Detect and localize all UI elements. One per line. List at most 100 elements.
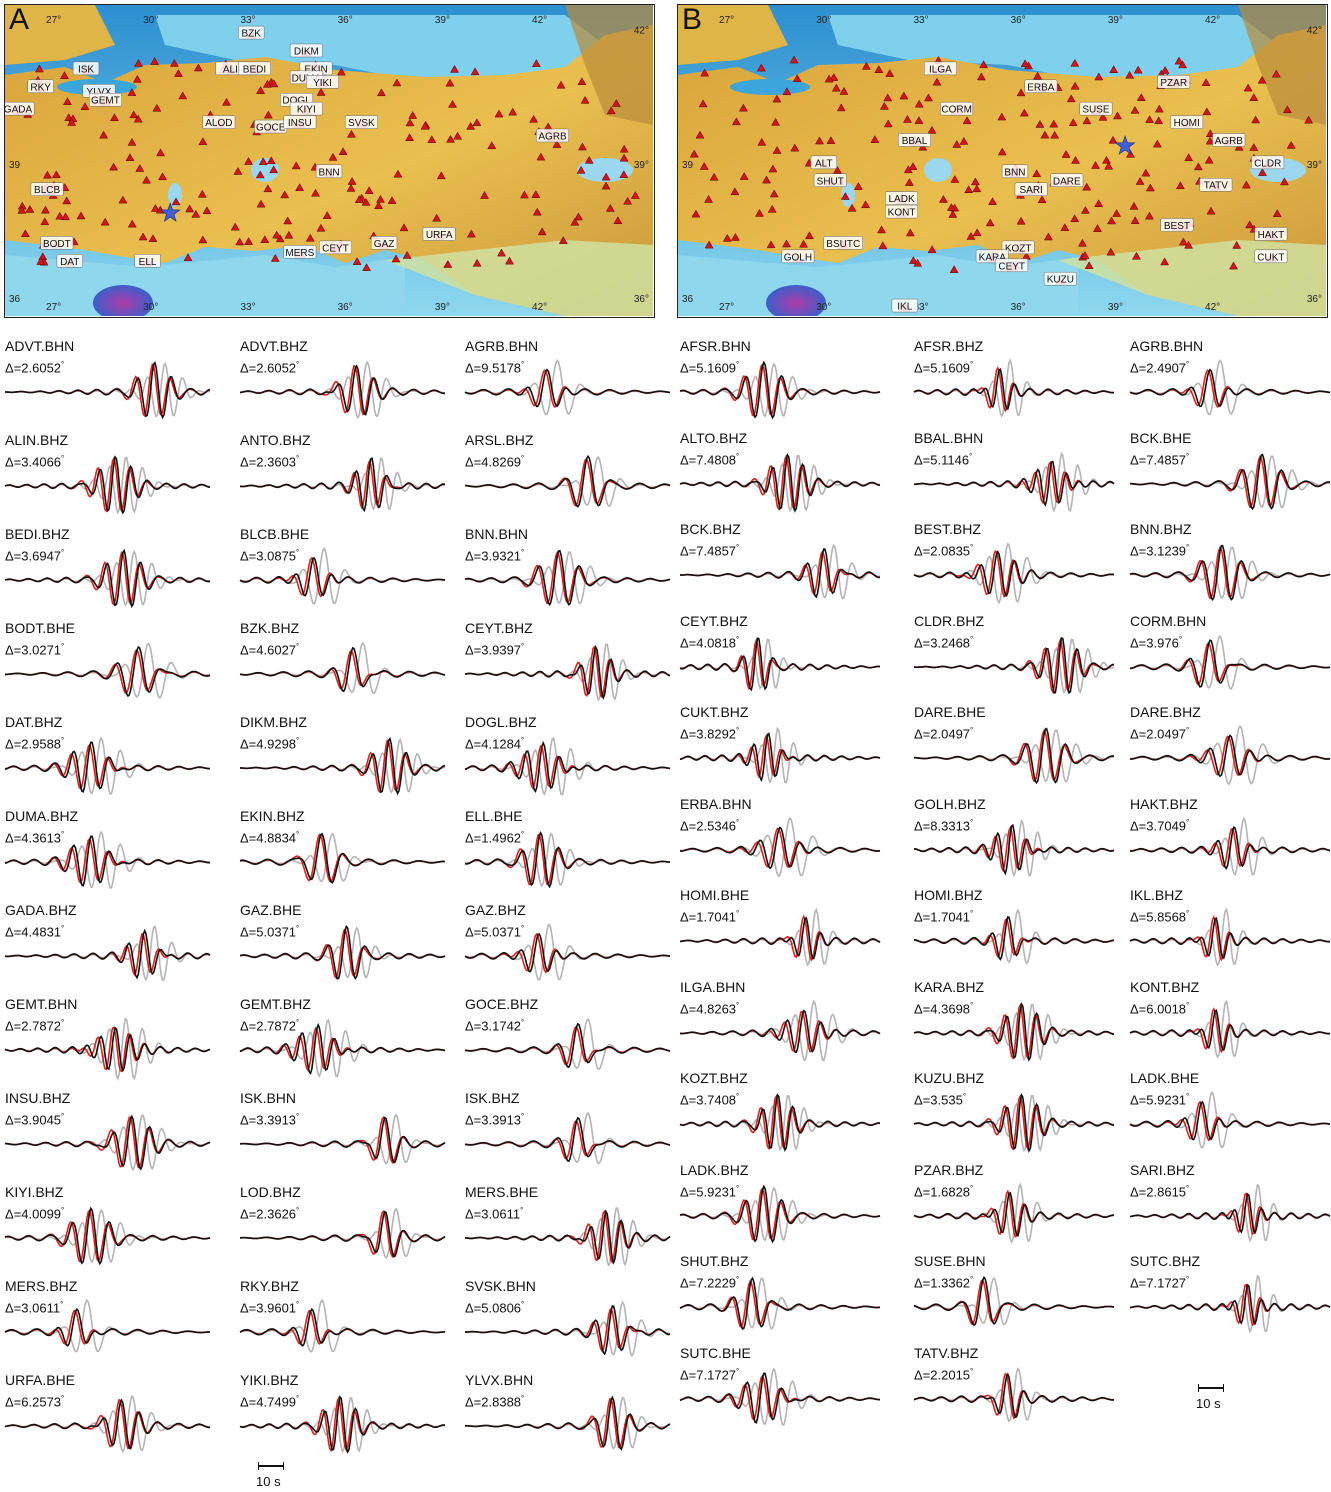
waveform-plot bbox=[464, 1017, 671, 1071]
station-label: BEST bbox=[1164, 221, 1190, 232]
station-marker bbox=[1206, 206, 1216, 215]
station-label: EKIN bbox=[304, 64, 327, 75]
station-marker bbox=[874, 65, 884, 73]
waveform-plot bbox=[1129, 816, 1331, 876]
station-label: ALII bbox=[223, 64, 241, 75]
waveform-trace: ELL.BHE Δ=1.4962° bbox=[464, 808, 671, 898]
synthetic-gray-waveform bbox=[1129, 634, 1331, 690]
station-marker bbox=[570, 217, 580, 226]
station-label: HOMI bbox=[1174, 118, 1200, 129]
station-channel-label: HOMI.BHZ bbox=[914, 887, 983, 903]
station-channel-label: CLDR.BHZ bbox=[914, 612, 985, 629]
waveform-trace: ARSL.BHZ Δ=4.8269° bbox=[464, 432, 671, 522]
waveform-trace: EKIN.BHZ Δ=4.8834° bbox=[239, 808, 445, 898]
epicentral-distance-value: Δ=1.7041 bbox=[680, 909, 737, 925]
synthetic-red-waveform bbox=[1129, 1283, 1331, 1327]
station-marker bbox=[782, 239, 791, 248]
station-label: DAT bbox=[60, 257, 79, 268]
station-marker bbox=[1050, 130, 1060, 139]
waveform-plot bbox=[913, 542, 1115, 605]
station-marker bbox=[698, 99, 708, 108]
observed-waveform bbox=[1129, 452, 1331, 510]
station-channel-label: DUMA.BHZ bbox=[5, 808, 79, 824]
station-marker bbox=[1040, 130, 1050, 139]
waveform-plot bbox=[679, 1093, 881, 1152]
station-marker bbox=[100, 217, 110, 226]
station-marker bbox=[448, 99, 457, 108]
station-marker bbox=[738, 103, 748, 112]
station-channel-label: BNN.BHN bbox=[465, 526, 529, 542]
station-label: SUSE bbox=[1082, 105, 1110, 116]
lon-tick-label-top: 39° bbox=[1108, 15, 1123, 26]
observed-waveform bbox=[1129, 1192, 1331, 1234]
station-marker bbox=[1019, 108, 1029, 117]
station-marker bbox=[767, 204, 777, 213]
station-marker bbox=[134, 58, 143, 67]
waveform-plot bbox=[239, 641, 446, 695]
station-marker bbox=[305, 233, 315, 242]
station-marker bbox=[1070, 214, 1080, 223]
station-channel-label: GOLH.BHZ bbox=[914, 795, 986, 812]
waveform-plot bbox=[913, 451, 1115, 513]
station-marker bbox=[924, 93, 933, 102]
synthetic-red-waveform bbox=[239, 833, 445, 883]
epicentral-distance: Δ=3.9321° bbox=[465, 548, 524, 563]
station-marker bbox=[1245, 220, 1255, 229]
synthetic-gray-waveform bbox=[913, 1276, 1115, 1326]
station-channel-label: AFSR.BHZ bbox=[914, 338, 984, 354]
waveform-trace: SARI.BHZ Δ=2.8615° bbox=[1129, 1162, 1331, 1250]
station-label-box bbox=[781, 249, 815, 264]
epicentral-distance: Δ=5.0806° bbox=[465, 1300, 524, 1315]
epicentral-distance: Δ=2.9588° bbox=[5, 736, 64, 751]
station-label: RKY bbox=[30, 82, 51, 93]
station-marker bbox=[399, 223, 409, 232]
station-marker bbox=[135, 164, 145, 172]
station-marker bbox=[1035, 119, 1045, 128]
station-channel-label: KIYI.BHZ bbox=[5, 1184, 64, 1200]
lon-tick-label-top: 30° bbox=[143, 15, 158, 26]
lat-tick-label-left: 39 bbox=[9, 160, 21, 171]
epicentral-distance-value: Δ=7.2229 bbox=[680, 1275, 737, 1291]
degree-symbol: ° bbox=[1186, 1000, 1190, 1010]
station-channel-label: GAZ.BHZ bbox=[465, 902, 526, 918]
waveform-trace: TATV.BHZ Δ=2.2015° bbox=[913, 1345, 1115, 1433]
degree-symbol: ° bbox=[736, 817, 740, 827]
waveform-trace: CEYT.BHZ Δ=3.9397° bbox=[464, 620, 671, 710]
synthetic-gray-waveform bbox=[240, 1207, 446, 1259]
station-marker bbox=[1135, 177, 1145, 185]
synthetic-red-waveform bbox=[1129, 641, 1331, 685]
synthetic-red-waveform bbox=[679, 1186, 881, 1241]
waveform-plot bbox=[464, 643, 671, 702]
station-marker bbox=[1071, 155, 1080, 164]
station-label-box bbox=[289, 101, 323, 116]
observed-waveform bbox=[679, 636, 881, 691]
station-marker bbox=[178, 91, 188, 100]
station-marker bbox=[789, 55, 799, 64]
station-marker bbox=[60, 71, 69, 79]
synthetic-red-waveform bbox=[4, 551, 211, 606]
waveform-plot bbox=[239, 832, 445, 884]
station-marker bbox=[902, 114, 912, 123]
station-marker bbox=[25, 204, 35, 213]
waveform-plot bbox=[679, 543, 881, 600]
station-channel-label: YLVX.BHN bbox=[465, 1372, 534, 1388]
waveform-trace: DAT.BHZ Δ=2.9588° bbox=[4, 714, 210, 804]
synthetic-red-waveform bbox=[1130, 735, 1331, 776]
station-marker bbox=[756, 63, 766, 72]
station-marker bbox=[913, 258, 923, 267]
station-marker bbox=[580, 95, 590, 104]
epicentral-distance-value: Δ=4.4831 bbox=[5, 924, 62, 940]
station-marker bbox=[142, 175, 151, 184]
synthetic-gray-waveform bbox=[1129, 359, 1330, 416]
station-marker bbox=[768, 164, 778, 173]
station-channel-label: BEDI.BHZ bbox=[5, 526, 70, 542]
degree-symbol: ° bbox=[736, 543, 740, 552]
station-marker bbox=[700, 68, 710, 77]
station-channel-label: ARSL.BHZ bbox=[465, 432, 534, 448]
epicentral-distance: Δ=2.0497° bbox=[914, 726, 973, 741]
station-marker bbox=[772, 146, 782, 154]
synthetic-gray-waveform bbox=[1129, 907, 1331, 967]
station-channel-label: GAZ.BHE bbox=[240, 902, 302, 918]
synthetic-red-waveform bbox=[913, 1094, 1115, 1151]
observed-waveform bbox=[913, 1371, 1114, 1418]
